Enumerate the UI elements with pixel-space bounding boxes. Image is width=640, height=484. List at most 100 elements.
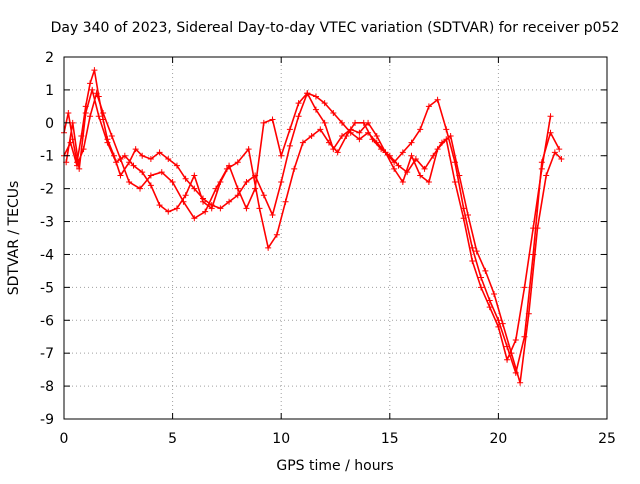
data-point [182, 175, 189, 182]
data-point [408, 139, 415, 146]
data-point [339, 132, 346, 139]
data-point [113, 159, 120, 166]
data-point [191, 185, 198, 192]
data-point [130, 162, 137, 169]
data-point [165, 156, 172, 163]
data-point [234, 159, 241, 166]
data-point [208, 205, 215, 212]
x-tick-label: 15 [381, 431, 399, 447]
data-point [365, 119, 372, 126]
plot-frame [63, 56, 608, 420]
data-point [89, 86, 96, 93]
data-point [356, 136, 363, 143]
data-point [521, 284, 528, 291]
data-point [321, 119, 328, 126]
x-axis-title: GPS time / hours [276, 458, 393, 474]
data-point [158, 169, 165, 176]
data-point [473, 248, 480, 255]
data-point [558, 156, 565, 163]
chart-title: Day 340 of 2023, Sidereal Day-to-day VTE… [51, 20, 620, 36]
data-point [347, 126, 354, 133]
y-tick-label: -5 [40, 280, 54, 296]
data-point [126, 179, 133, 186]
y-tick-label: -3 [40, 215, 54, 231]
series-track-a [61, 67, 563, 376]
data-point [556, 146, 563, 153]
data-point [265, 244, 272, 251]
y-tick-label: 2 [45, 50, 54, 66]
data-point [443, 126, 450, 133]
data-point [278, 152, 285, 159]
data-point [451, 179, 458, 186]
data-point [464, 211, 471, 218]
y-tick-label: -2 [40, 182, 54, 198]
data-point [256, 205, 263, 212]
data-point [391, 165, 398, 172]
data-point [447, 132, 454, 139]
data-point [169, 179, 176, 186]
data-point [330, 146, 337, 153]
data-point [425, 179, 432, 186]
y-tick-label: 1 [45, 83, 54, 99]
data-point [156, 149, 163, 156]
data-point [191, 172, 198, 179]
data-point [286, 142, 293, 149]
data-point [395, 162, 402, 169]
data-point [173, 205, 180, 212]
data-point [339, 119, 346, 126]
data-point [121, 152, 128, 159]
data-point [456, 172, 463, 179]
data-point [417, 172, 424, 179]
data-point [165, 208, 172, 215]
y-tick-label: -4 [40, 247, 54, 263]
data-point [330, 109, 337, 116]
data-point [304, 90, 311, 97]
data-point [317, 126, 324, 133]
data-point [399, 179, 406, 186]
data-point [495, 317, 502, 324]
data-point [132, 146, 139, 153]
data-point [91, 67, 98, 74]
data-point [434, 96, 441, 103]
series-track-c [63, 86, 554, 363]
data-point [108, 132, 115, 139]
series-line [63, 69, 560, 376]
data-point [399, 149, 406, 156]
data-point [551, 149, 558, 156]
data-point [547, 113, 554, 120]
data-point [260, 119, 267, 126]
data-point [512, 337, 519, 344]
data-point [202, 208, 209, 215]
data-point [312, 106, 319, 113]
x-tick-label: 0 [60, 431, 69, 447]
data-point [226, 162, 233, 169]
y-tick-label: -8 [40, 379, 54, 395]
data-point [182, 192, 189, 199]
data-point [517, 379, 524, 386]
data-point [295, 113, 302, 120]
data-point [69, 119, 76, 126]
data-point [243, 179, 250, 186]
data-point [137, 185, 144, 192]
data-point [530, 225, 537, 232]
data-point [93, 90, 100, 97]
data-point [95, 113, 102, 120]
data-point [504, 356, 511, 363]
data-point [443, 136, 450, 143]
data-point [295, 100, 302, 107]
data-point [286, 126, 293, 133]
data-point [147, 182, 154, 189]
data-point [278, 179, 285, 186]
data-point [421, 165, 428, 172]
data-point [139, 152, 146, 159]
data-point [373, 132, 380, 139]
x-tick-label: 10 [272, 431, 290, 447]
data-point [234, 192, 241, 199]
data-point [334, 149, 341, 156]
y-tick-label: -1 [40, 149, 54, 165]
data-point [291, 165, 298, 172]
data-point [499, 320, 506, 327]
y-tick-label: -6 [40, 313, 54, 329]
data-point [156, 202, 163, 209]
data-point [538, 165, 545, 172]
